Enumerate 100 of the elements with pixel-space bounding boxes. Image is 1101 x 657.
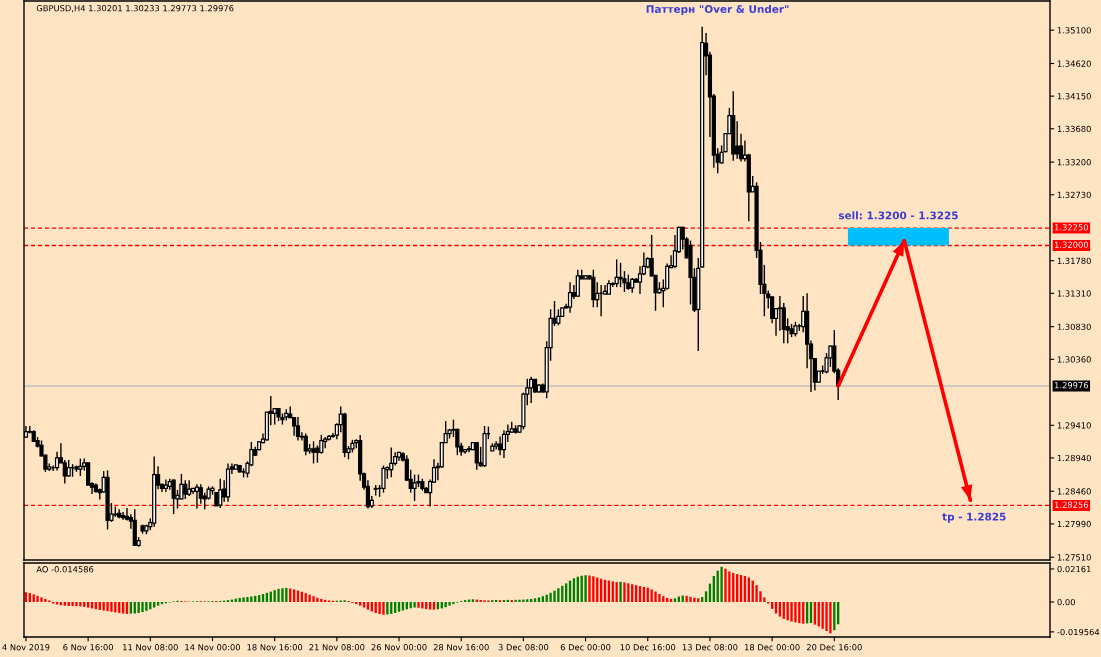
bar xyxy=(145,601,148,611)
y-tick-label: 0.00 xyxy=(1057,598,1075,606)
bar xyxy=(448,601,451,606)
y-tick-label: 1.33680 xyxy=(1057,125,1091,133)
annotation: sell: 1.3200 - 1.3225 xyxy=(838,211,958,220)
bar xyxy=(584,575,587,602)
bar xyxy=(623,582,626,602)
y-tick-label: 1.34620 xyxy=(1057,60,1091,67)
bar xyxy=(821,601,824,629)
bar xyxy=(689,596,692,602)
bar xyxy=(413,601,416,608)
bar xyxy=(386,601,389,615)
y-tick-label: -0.019564 xyxy=(1057,628,1100,636)
bar xyxy=(79,601,82,607)
y-tick-label: 1.32730 xyxy=(1057,191,1091,199)
y-tick-label: 1.27510 xyxy=(1057,554,1091,561)
bar xyxy=(110,601,113,612)
bar xyxy=(36,595,39,602)
bar xyxy=(592,576,595,602)
bar xyxy=(292,589,296,602)
y-tick-label: 1.31310 xyxy=(1057,290,1091,297)
x-tick-label: 26 Nov 00:00 xyxy=(371,644,427,651)
x-tick-label: 3 Dec 08:00 xyxy=(498,644,549,651)
bar xyxy=(102,601,105,611)
candlestick xyxy=(311,440,316,465)
bar xyxy=(677,596,681,602)
x-tick-label: 6 Nov 16:00 xyxy=(63,644,114,651)
bar xyxy=(553,590,556,602)
bar xyxy=(685,595,688,602)
bar xyxy=(794,601,797,623)
x-tick-label: 18 Nov 16:00 xyxy=(247,644,303,651)
bar xyxy=(83,601,86,607)
bar xyxy=(141,601,144,613)
bar xyxy=(378,601,381,615)
candlestick xyxy=(218,478,223,509)
bar xyxy=(518,599,521,602)
bar xyxy=(557,588,560,602)
bar xyxy=(514,599,517,602)
chart-title: GBPUSD,H4 1.30201 1.30233 1.29773 1.29976 xyxy=(36,5,234,13)
bar xyxy=(281,588,284,602)
bar xyxy=(755,585,758,602)
y-tick-label: 1.30830 xyxy=(1057,323,1091,330)
x-tick-label: 28 Nov 16:00 xyxy=(433,644,489,651)
bar xyxy=(658,594,661,602)
bar xyxy=(829,601,832,634)
bar xyxy=(701,597,704,602)
y-tick-label: 1.34150 xyxy=(1057,93,1091,100)
bar xyxy=(401,601,405,611)
bar xyxy=(75,601,78,607)
bar xyxy=(471,599,475,602)
bar xyxy=(40,597,43,602)
y-tick-label: 1.35100 xyxy=(1057,27,1091,34)
candlestick xyxy=(54,450,60,472)
candlestick xyxy=(618,262,623,288)
bar xyxy=(106,601,109,612)
bar xyxy=(246,596,249,602)
candlestick xyxy=(183,479,188,500)
ref-line-label: 1.32250 xyxy=(1055,224,1089,231)
bar xyxy=(71,601,74,607)
x-tick-label: 21 Nov 08:00 xyxy=(309,644,365,651)
x-tick-label: 4 Nov 2019 xyxy=(2,644,50,651)
candlestick xyxy=(62,459,67,485)
bar xyxy=(277,588,280,602)
candlestick xyxy=(381,464,386,494)
bar xyxy=(421,601,424,609)
x-tick-label: 20 Dec 16:00 xyxy=(806,644,862,651)
candlestick xyxy=(777,295,782,332)
x-tick-label: 13 Dec 08:00 xyxy=(682,644,738,651)
bar xyxy=(452,601,455,605)
bar xyxy=(250,596,253,602)
ref-line-label: 1.29976 xyxy=(1055,382,1089,389)
x-tick-label: 11 Nov 08:00 xyxy=(123,644,178,651)
ref-line-label: 1.32000 xyxy=(1055,241,1089,248)
bar xyxy=(417,601,420,608)
candlestick xyxy=(591,269,596,308)
bar xyxy=(537,597,541,602)
x-tick-label: 6 Dec 00:00 xyxy=(560,644,611,651)
bar xyxy=(693,597,696,602)
candlestick xyxy=(198,483,203,505)
annotation: tp - 1.2825 xyxy=(942,512,1006,523)
chart-title: AO -0.014586 xyxy=(36,566,94,573)
y-tick-label: 1.28460 xyxy=(1057,488,1091,495)
x-tick-label: 18 Dec 00:00 xyxy=(745,644,800,651)
bar xyxy=(308,594,311,602)
bar xyxy=(619,581,622,602)
y-tick-label: 1.33200 xyxy=(1057,159,1091,166)
x-tick-label: 14 Nov 00:00 xyxy=(185,644,241,651)
bar xyxy=(312,596,315,602)
chart-subtitle: Паттерн "Over & Under" xyxy=(646,4,789,15)
bar xyxy=(654,591,657,602)
bar xyxy=(382,601,385,615)
bar xyxy=(825,601,828,632)
y-tick-label: 0.02161 xyxy=(1057,565,1091,573)
candlestick xyxy=(501,429,507,459)
candlestick xyxy=(575,269,580,298)
y-tick-label: 1.31780 xyxy=(1057,257,1091,264)
candlestick xyxy=(303,432,308,456)
bar xyxy=(790,601,793,622)
candlestick xyxy=(121,511,126,521)
bar xyxy=(588,575,591,602)
